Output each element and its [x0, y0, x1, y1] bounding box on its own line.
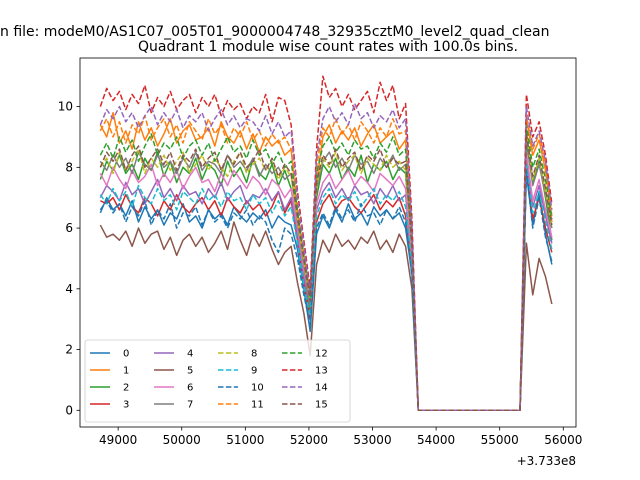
legend-box: [84, 339, 351, 423]
y-tick-label: 0: [65, 403, 73, 417]
chart-title: Quadrant 1 module wise count rates with …: [138, 39, 518, 55]
legend-label-2: 2: [123, 383, 129, 394]
x-axis-offset-text: +3.733e8: [517, 454, 576, 468]
legend-label-6: 6: [187, 383, 193, 394]
y-tick-label: 2: [65, 343, 73, 357]
legend-label-9: 9: [251, 366, 257, 377]
x-tick-label: 51000: [226, 433, 264, 447]
plot-frame: [79, 57, 577, 428]
series-line-15: [99, 133, 553, 412]
x-tick-label: 55000: [481, 433, 519, 447]
legend-label-4: 4: [187, 349, 193, 360]
legend-label-0: 0: [123, 349, 129, 360]
x-tick-label: 53000: [353, 433, 391, 447]
y-axis: 0 2 4 6 8 10: [58, 100, 80, 417]
series-layer: [99, 75, 553, 412]
x-tick-label: 50000: [163, 433, 201, 447]
legend-label-5: 5: [187, 366, 193, 377]
legend-label-12: 12: [315, 349, 328, 360]
legend-label-3: 3: [123, 400, 129, 411]
legend-label-10: 10: [251, 383, 264, 394]
legend-label-8: 8: [251, 349, 257, 360]
series-line-11: [99, 114, 553, 412]
y-tick-label: 8: [65, 160, 73, 174]
x-tick-label: 52000: [290, 433, 328, 447]
legend-label-14: 14: [315, 383, 328, 394]
x-tick-label: 56000: [544, 433, 582, 447]
y-tick-label: 6: [65, 221, 73, 235]
legend-label-15: 15: [315, 400, 328, 411]
x-axis: 49000 50000 51000 52000 53000 54000 55000 56000: [99, 427, 582, 447]
legend-label-7: 7: [187, 400, 193, 411]
x-tick-label: 54000: [417, 433, 455, 447]
legend-label-11: 11: [251, 400, 264, 411]
legend-label-1: 1: [123, 366, 129, 377]
y-tick-label: 4: [65, 282, 73, 296]
x-tick-label: 49000: [99, 433, 137, 447]
y-tick-label: 10: [58, 100, 73, 114]
figure-suptitle: n file: modeM0/AS1C07_005T01_9000004748_…: [0, 24, 549, 40]
legend-label-13: 13: [315, 366, 328, 377]
